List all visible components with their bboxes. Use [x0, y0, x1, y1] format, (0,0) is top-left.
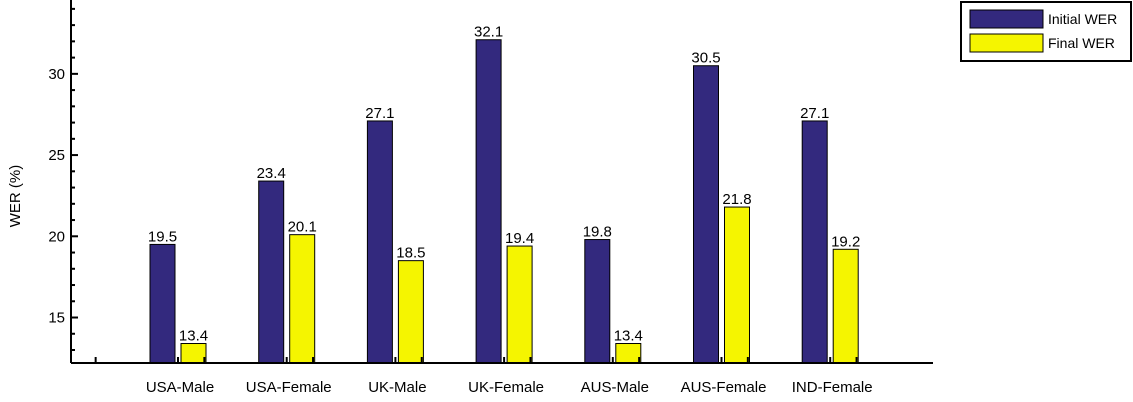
- bar-labels-group: 19.5 13.4 23.4 20.1 27.1 18.5 32.1 19.4 19.8 13.4…: [148, 24, 860, 345]
- bar-usa-female-final: [289, 234, 316, 364]
- bar-value-label: 27.1: [365, 105, 394, 122]
- y-tick-label: 25: [48, 147, 65, 164]
- legend-label: Initial WER: [1048, 11, 1117, 27]
- bar-value-label: 19.5: [148, 228, 177, 245]
- bar-aus-male-final: [615, 343, 642, 364]
- bar-value-label: 19.8: [583, 224, 612, 241]
- bar-usa-male-initial: [149, 243, 176, 364]
- bar-value-label: 32.1: [474, 24, 503, 41]
- bar-value-label: 13.4: [179, 328, 208, 345]
- bar-aus-female-final: [724, 206, 750, 364]
- bar-value-label: 19.2: [831, 233, 860, 250]
- bar-value-label: 19.4: [505, 230, 534, 247]
- bar-aus-female-initial: [693, 65, 719, 364]
- bars-group: [149, 39, 859, 364]
- x-tick-label: USA-Female: [246, 379, 332, 396]
- bar-ind-female-initial: [801, 120, 828, 364]
- y-tick-label: 15: [48, 310, 65, 327]
- bar-uk-female-final: [506, 245, 533, 364]
- bar-usa-female-initial: [258, 180, 285, 364]
- legend-swatch: [969, 33, 1044, 53]
- bar-value-label: 18.5: [396, 245, 425, 262]
- bar-value-label: 21.8: [722, 191, 751, 208]
- y-tick-label: 30: [48, 66, 65, 83]
- bar-uk-female-initial: [475, 39, 502, 364]
- bar-value-label: 20.1: [288, 219, 317, 236]
- bar-value-label: 23.4: [257, 165, 286, 182]
- axes-group: [70, 0, 933, 364]
- legend-swatch: [969, 9, 1044, 29]
- bar-value-label: 27.1: [800, 105, 829, 122]
- y-ticks-group: 15 20 25 30: [48, 7, 78, 352]
- bar-uk-male-initial: [366, 120, 393, 364]
- bar-value-label: 13.4: [614, 328, 643, 345]
- bar-value-label: 30.5: [691, 50, 720, 67]
- x-tick-label: UK-Male: [368, 379, 426, 396]
- x-tick-label: IND-Female: [792, 379, 873, 396]
- bar-uk-male-final: [397, 260, 424, 364]
- bar-aus-male-initial: [584, 239, 611, 364]
- legend-label: Final WER: [1048, 35, 1115, 51]
- x-tick-label: UK-Female: [468, 379, 544, 396]
- y-axis-label: WER (%): [7, 165, 24, 228]
- x-tick-label: USA-Male: [146, 379, 214, 396]
- x-tick-label: AUS-Male: [581, 379, 649, 396]
- bar-ind-female-final: [832, 248, 859, 364]
- x-ticks-group: USA-Male USA-Female UK-Male UK-Female AUS-Ma…: [94, 357, 873, 396]
- legend: Initial WER Final WER: [960, 1, 1132, 62]
- x-tick-label: AUS-Female: [681, 379, 767, 396]
- bar-usa-male-final: [180, 343, 207, 364]
- y-tick-label: 20: [48, 228, 65, 245]
